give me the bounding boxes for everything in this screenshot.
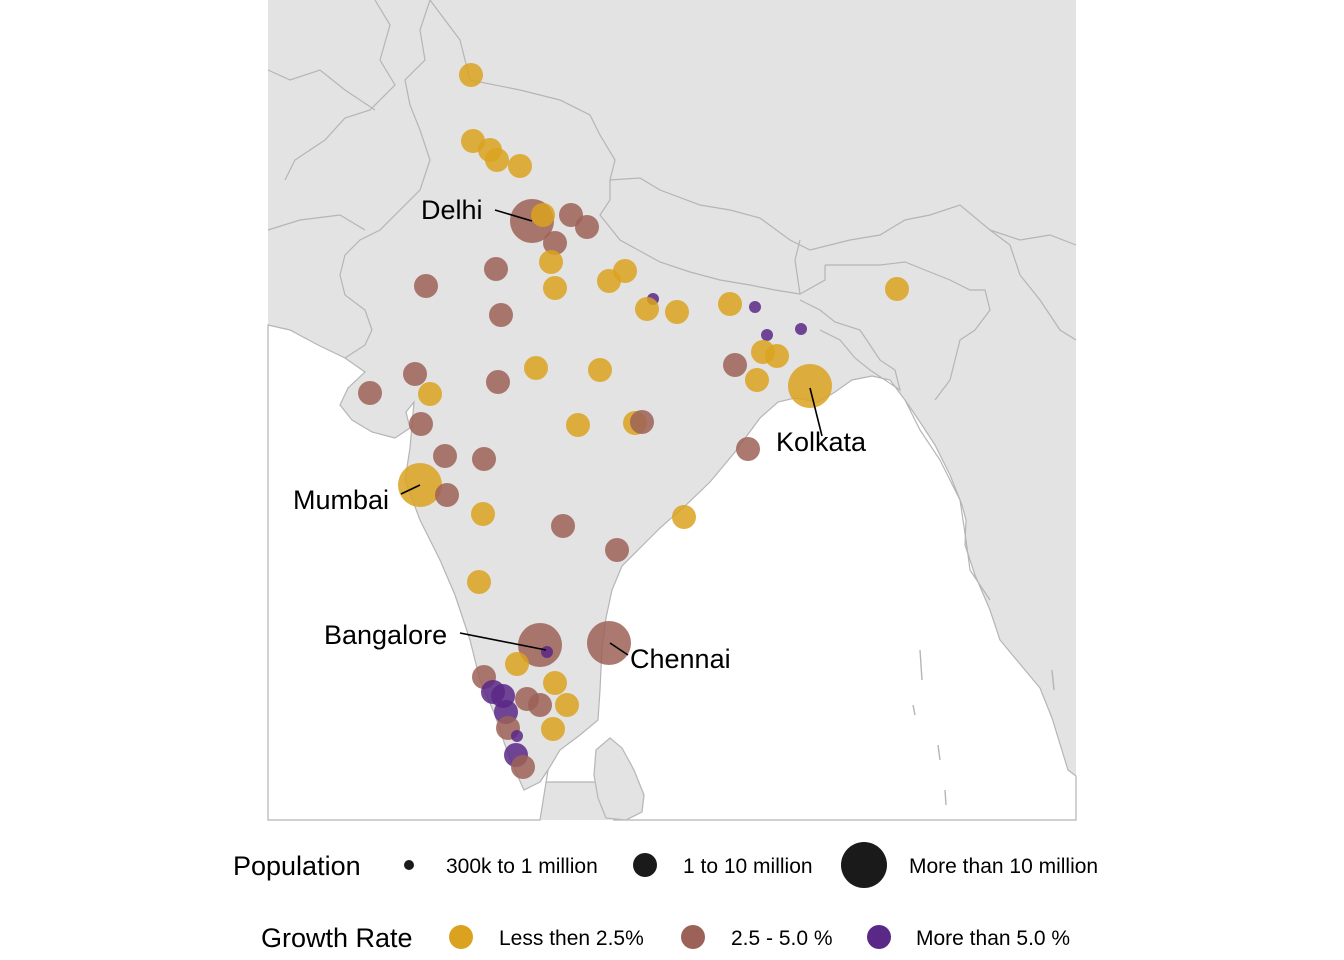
city-bubble <box>588 358 612 382</box>
city-bubble <box>885 277 909 301</box>
city-bubble <box>543 671 567 695</box>
city-bubble <box>358 381 382 405</box>
city-bubble <box>736 437 760 461</box>
population-key-small <box>404 860 414 870</box>
city-bubble <box>665 300 689 324</box>
city-bubble <box>543 276 567 300</box>
growth-key-high-label: More than 5.0 % <box>916 927 1070 950</box>
bangladesh-border <box>799 299 901 392</box>
northern-borders <box>284 0 1011 401</box>
population-legend-title: Population <box>233 851 361 881</box>
city-bubble <box>723 353 747 377</box>
city-bubble <box>543 231 567 255</box>
growth-key-mid-label: 2.5 - 5.0 % <box>731 927 833 950</box>
mumbai-leader-line <box>400 484 421 495</box>
city-bubble <box>511 755 535 779</box>
city-bubble <box>541 717 565 741</box>
growth-legend-title: Growth Rate <box>261 923 413 953</box>
population-key-large-label: More than 10 million <box>909 855 1098 878</box>
kolkata-leader-line <box>809 387 823 437</box>
city-bubble <box>471 502 495 526</box>
city-bubble <box>539 250 563 274</box>
kolkata-label: Kolkata <box>776 427 867 457</box>
sri-lanka <box>593 737 645 821</box>
city-bubble <box>484 257 508 281</box>
growth-key-low <box>449 925 473 949</box>
bangalore-leader-line <box>459 632 547 651</box>
city-bubble <box>788 364 832 408</box>
city-bubble <box>508 154 532 178</box>
city-bubble <box>531 203 555 227</box>
city-bubble <box>672 505 696 529</box>
city-bubble <box>635 297 659 321</box>
city-bubble <box>745 368 769 392</box>
city-bubble <box>414 274 438 298</box>
chennai-label: Chennai <box>630 644 731 674</box>
city-bubble <box>761 329 773 341</box>
city-bubbles <box>358 63 909 779</box>
city-bubble <box>409 412 433 436</box>
city-bubble <box>575 215 599 239</box>
city-bubble <box>485 148 509 172</box>
growth-key-mid <box>681 925 705 949</box>
city-bubble <box>749 301 761 313</box>
city-bubble <box>433 444 457 468</box>
city-bubble <box>403 362 427 386</box>
delhi-leader-line <box>494 209 533 222</box>
city-bubble <box>418 382 442 406</box>
mumbai-label: Mumbai <box>293 485 389 515</box>
city-bubble <box>551 514 575 538</box>
delhi-label: Delhi <box>421 195 483 225</box>
population-key-large <box>841 842 887 888</box>
bangalore-label: Bangalore <box>324 620 447 650</box>
city-bubble <box>765 344 789 368</box>
city-bubble <box>555 693 579 717</box>
city-bubble <box>587 621 631 665</box>
growth-key-high <box>867 925 891 949</box>
city-bubble <box>524 356 548 380</box>
city-bubble <box>505 652 529 676</box>
city-bubble <box>795 323 807 335</box>
city-bubble <box>541 646 553 658</box>
city-bubble <box>511 730 523 742</box>
western-borders <box>267 0 431 359</box>
population-key-small-label: 300k to 1 million <box>446 855 598 878</box>
city-bubble <box>489 303 513 327</box>
city-bubble <box>467 570 491 594</box>
city-bubble <box>566 413 590 437</box>
city-bubble <box>435 483 459 507</box>
city-bubble <box>459 63 483 87</box>
city-bubble <box>528 693 552 717</box>
chennai-leader-line <box>609 642 629 656</box>
city-bubble <box>472 447 496 471</box>
city-bubble <box>630 410 654 434</box>
city-bubble <box>605 538 629 562</box>
population-key-medium <box>633 853 657 877</box>
population-key-medium-label: 1 to 10 million <box>683 855 813 878</box>
myanmar-coast <box>904 399 991 601</box>
growth-key-low-label: Less then 2.5% <box>499 927 644 950</box>
city-bubble <box>718 292 742 316</box>
andaman-islands <box>912 649 1055 806</box>
city-bubble <box>486 370 510 394</box>
city-bubble <box>613 259 637 283</box>
east-borders <box>989 229 1077 341</box>
